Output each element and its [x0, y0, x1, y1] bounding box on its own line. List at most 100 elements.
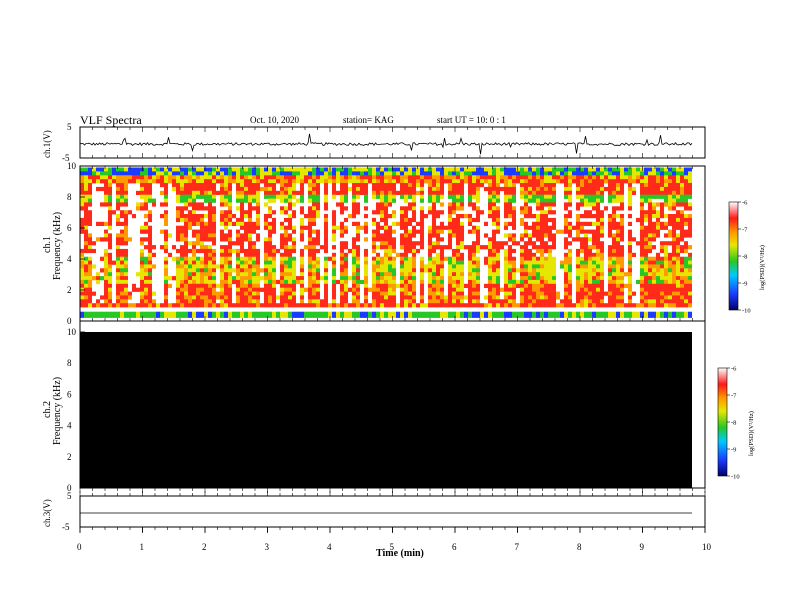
- spectrogram-cell: [460, 225, 464, 230]
- spectrogram-cell: [664, 167, 668, 172]
- spectrogram-cell: [384, 237, 388, 242]
- spectrogram-cell: [472, 279, 476, 285]
- spectrogram-cell: [324, 186, 328, 192]
- spectrogram-cell: [472, 264, 476, 269]
- spectrogram-cell: [420, 276, 424, 281]
- spectrogram-cell: [120, 256, 124, 261]
- spectrogram-cell: [388, 245, 392, 250]
- colorbar-ch2-gradient: [717, 367, 728, 477]
- spectrogram-cell: [164, 256, 168, 261]
- spectrogram-cell: [540, 194, 544, 199]
- spectrogram-cell: [324, 295, 328, 300]
- spectrogram-cell: [584, 179, 588, 184]
- spectrogram-cell: [476, 295, 480, 300]
- spectrogram-cell: [196, 287, 200, 292]
- spectrogram-cell: [520, 295, 524, 300]
- spectrogram-cell: [456, 167, 460, 172]
- spectrogram-cell: [324, 217, 328, 223]
- spectrogram-cell: [488, 248, 492, 254]
- spectrogram-cell: [404, 291, 408, 296]
- spectrogram-cell: [548, 171, 552, 176]
- colorbar-tick-label: -6: [742, 200, 748, 207]
- spectrogram-cell: [640, 248, 644, 254]
- spectrogram-cell: [580, 175, 584, 180]
- spectrogram-cell: [352, 237, 356, 242]
- spectrogram-cell: [104, 311, 108, 318]
- spectrogram-cell: [340, 233, 344, 238]
- spectrogram-cell: [124, 175, 128, 180]
- spectrogram-cell: [628, 171, 632, 176]
- spectrogram-cell: [264, 276, 268, 281]
- spectrogram-cell: [248, 303, 252, 308]
- spectrogram-cell: [668, 295, 672, 300]
- spectrogram-cell: [120, 283, 124, 288]
- spectrogram-cell: [388, 311, 392, 318]
- spectrogram-cell: [508, 237, 512, 242]
- spectrogram-cell: [532, 229, 536, 234]
- spectrogram-cell: [392, 295, 396, 300]
- spectrogram-cell: [80, 279, 84, 285]
- spectrogram-cell: [532, 272, 536, 277]
- spectrogram-cell: [140, 194, 144, 199]
- spectrogram-cell: [380, 276, 384, 281]
- spectrogram-cell: [564, 260, 568, 265]
- spectrogram-cell: [508, 264, 512, 269]
- spectrogram-cell: [668, 183, 672, 188]
- spectrogram-cell: [388, 179, 392, 184]
- spectrogram-cell: [648, 256, 652, 261]
- spectrogram-cell: [324, 167, 328, 172]
- spectrogram-cell: [672, 248, 676, 254]
- spectrogram-cell: [280, 183, 284, 188]
- spectrogram-cell: [264, 272, 268, 277]
- spectrogram-cell: [120, 287, 124, 292]
- spectrogram-cell: [540, 241, 544, 246]
- spectrogram-cell: [532, 260, 536, 265]
- spectrogram-cell: [100, 256, 104, 261]
- spectrogram-cell: [452, 217, 456, 223]
- spectrogram-cell: [652, 303, 656, 308]
- spectrogram-cell: [676, 245, 680, 250]
- spectrogram-cell: [372, 291, 376, 296]
- spectrogram-cell: [576, 252, 580, 257]
- spectrogram-cell: [392, 186, 396, 192]
- spectrogram-cell: [472, 202, 476, 207]
- spectrogram-cell: [608, 190, 612, 195]
- spectrogram-cell: [104, 202, 108, 207]
- spectrogram-cell: [364, 264, 368, 269]
- spectrogram-cell: [208, 183, 212, 188]
- spectrogram-cell: [404, 190, 408, 195]
- spectrogram-cell: [304, 225, 308, 230]
- spectrogram-cell: [352, 171, 356, 176]
- spectrogram-cell: [344, 217, 348, 223]
- spectrogram-cell: [128, 167, 132, 172]
- spectrogram-cell: [504, 202, 508, 207]
- spectrogram-cell: [472, 299, 476, 304]
- spectrogram-cell: [108, 245, 112, 250]
- spectrogram-cell: [432, 268, 436, 273]
- spectrogram-cell: [392, 210, 396, 215]
- spectrogram-cell: [648, 295, 652, 300]
- spectrogram-cell: [456, 264, 460, 269]
- spectrogram-cell: [676, 210, 680, 215]
- spectrogram-cell: [672, 311, 676, 318]
- spectrogram-cell: [596, 241, 600, 246]
- spectrogram-cell: [476, 241, 480, 246]
- spectrogram-cell: [396, 190, 400, 195]
- spectrogram-cell: [224, 171, 228, 176]
- spectrogram-cell: [440, 186, 444, 192]
- spectrogram-cell: [544, 175, 548, 180]
- spectrogram-cell: [80, 283, 84, 288]
- spectrogram-cell: [164, 183, 168, 188]
- spectrogram-cell: [584, 295, 588, 300]
- spectrogram-cell: [428, 299, 432, 304]
- spectrogram-cell: [500, 241, 504, 246]
- spectrogram-cell: [392, 237, 396, 242]
- spectrogram-cell: [584, 194, 588, 199]
- spectrogram-cell: [452, 175, 456, 180]
- spectrogram-cell: [324, 175, 328, 180]
- spectrogram-cell: [312, 206, 316, 211]
- spectrogram-cell: [288, 256, 292, 261]
- spectrogram-cell: [612, 299, 616, 304]
- spectrogram-cell: [244, 229, 248, 234]
- spectrogram-cell: [268, 279, 272, 285]
